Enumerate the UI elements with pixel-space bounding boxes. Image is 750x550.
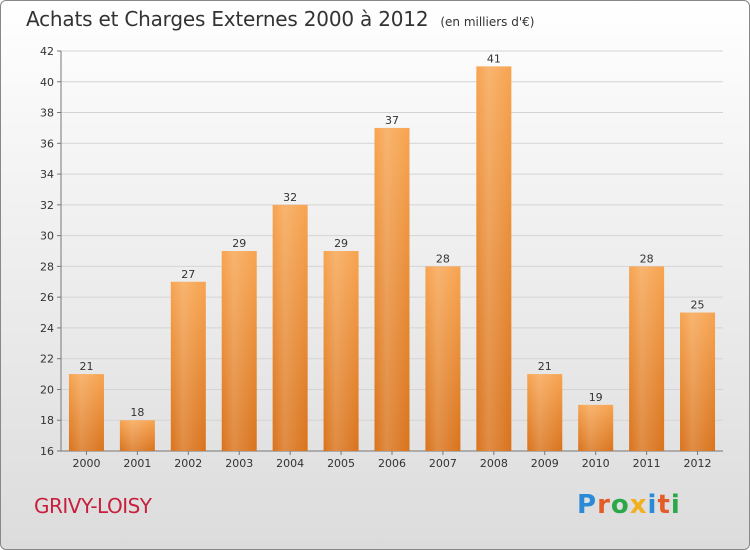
y-tick-label: 42 <box>40 45 54 58</box>
x-tick-label: 2003 <box>225 457 253 470</box>
bar-shine <box>221 251 257 451</box>
y-tick-label: 40 <box>40 76 54 89</box>
logo-letter: i <box>647 490 658 520</box>
bar-shine <box>170 281 206 451</box>
value-label: 21 <box>538 360 552 373</box>
logo-letter: o <box>610 490 630 520</box>
bar-shine <box>323 251 359 451</box>
value-label: 21 <box>79 360 93 373</box>
x-tick-label: 2009 <box>531 457 559 470</box>
y-tick-label: 38 <box>40 107 54 120</box>
value-label: 28 <box>640 252 654 265</box>
logo-letter: P <box>577 490 598 520</box>
y-tick-label: 16 <box>40 445 54 458</box>
value-label: 37 <box>385 114 399 127</box>
y-tick-label: 30 <box>40 230 54 243</box>
y-tick-label: 36 <box>40 137 54 150</box>
bars <box>68 66 716 451</box>
y-tick-label: 32 <box>40 199 54 212</box>
commune-name: GRIVY-LOISY <box>34 494 152 518</box>
bar-shine <box>527 374 563 451</box>
value-label: 18 <box>130 406 144 419</box>
x-tick-label: 2011 <box>633 457 661 470</box>
logo-letter: t <box>657 490 671 520</box>
x-tick-label: 2004 <box>276 457 304 470</box>
bar-shine <box>374 127 410 451</box>
x-tick-label: 2010 <box>582 457 610 470</box>
bar-shine <box>578 404 614 451</box>
x-tick-label: 2006 <box>378 457 406 470</box>
chart-title: Achats et Charges Externes 2000 à 2012 (e… <box>26 7 534 31</box>
y-tick-label: 18 <box>40 414 54 427</box>
bar-shine <box>68 374 104 451</box>
y-tick-label: 34 <box>40 168 54 181</box>
y-tick-label: 22 <box>40 353 54 366</box>
x-tick-label: 2012 <box>684 457 712 470</box>
value-label: 19 <box>589 391 603 404</box>
x-tick-label: 2001 <box>123 457 151 470</box>
y-tick-label: 24 <box>40 322 54 335</box>
unit-label: (en milliers d'€) <box>440 15 535 29</box>
y-tick-label: 26 <box>40 291 54 304</box>
logo-letter: x <box>629 490 648 520</box>
x-tick-label: 2002 <box>174 457 202 470</box>
value-label: 29 <box>334 237 348 250</box>
value-label: 27 <box>181 268 195 281</box>
value-label: 25 <box>691 299 705 312</box>
value-label: 32 <box>283 191 297 204</box>
x-tick-label: 2008 <box>480 457 508 470</box>
logo-letter: i <box>670 490 681 520</box>
logo-letter: r <box>597 490 611 520</box>
y-tick-label: 28 <box>40 260 54 273</box>
bar-shine <box>272 204 308 451</box>
bar-shine <box>629 266 665 451</box>
labels: 16 18 20 22 24 26 28 30 32 34 36 38 40 42 21 2000 18 2001… <box>40 45 712 470</box>
bar-shine <box>476 66 512 451</box>
y-tick-label: 20 <box>40 383 54 396</box>
bar-shine <box>119 420 155 451</box>
value-label: 29 <box>232 237 246 250</box>
x-tick-label: 2007 <box>429 457 457 470</box>
x-tick-label: 2005 <box>327 457 355 470</box>
title-text: Achats et Charges Externes 2000 à 2012 <box>26 7 429 31</box>
proxiti-logo: Proxiti <box>577 490 681 520</box>
bar-shine <box>425 266 461 451</box>
bar-shine <box>680 312 716 451</box>
value-label: 28 <box>436 252 450 265</box>
x-tick-label: 2000 <box>72 457 100 470</box>
value-label: 41 <box>487 52 501 65</box>
